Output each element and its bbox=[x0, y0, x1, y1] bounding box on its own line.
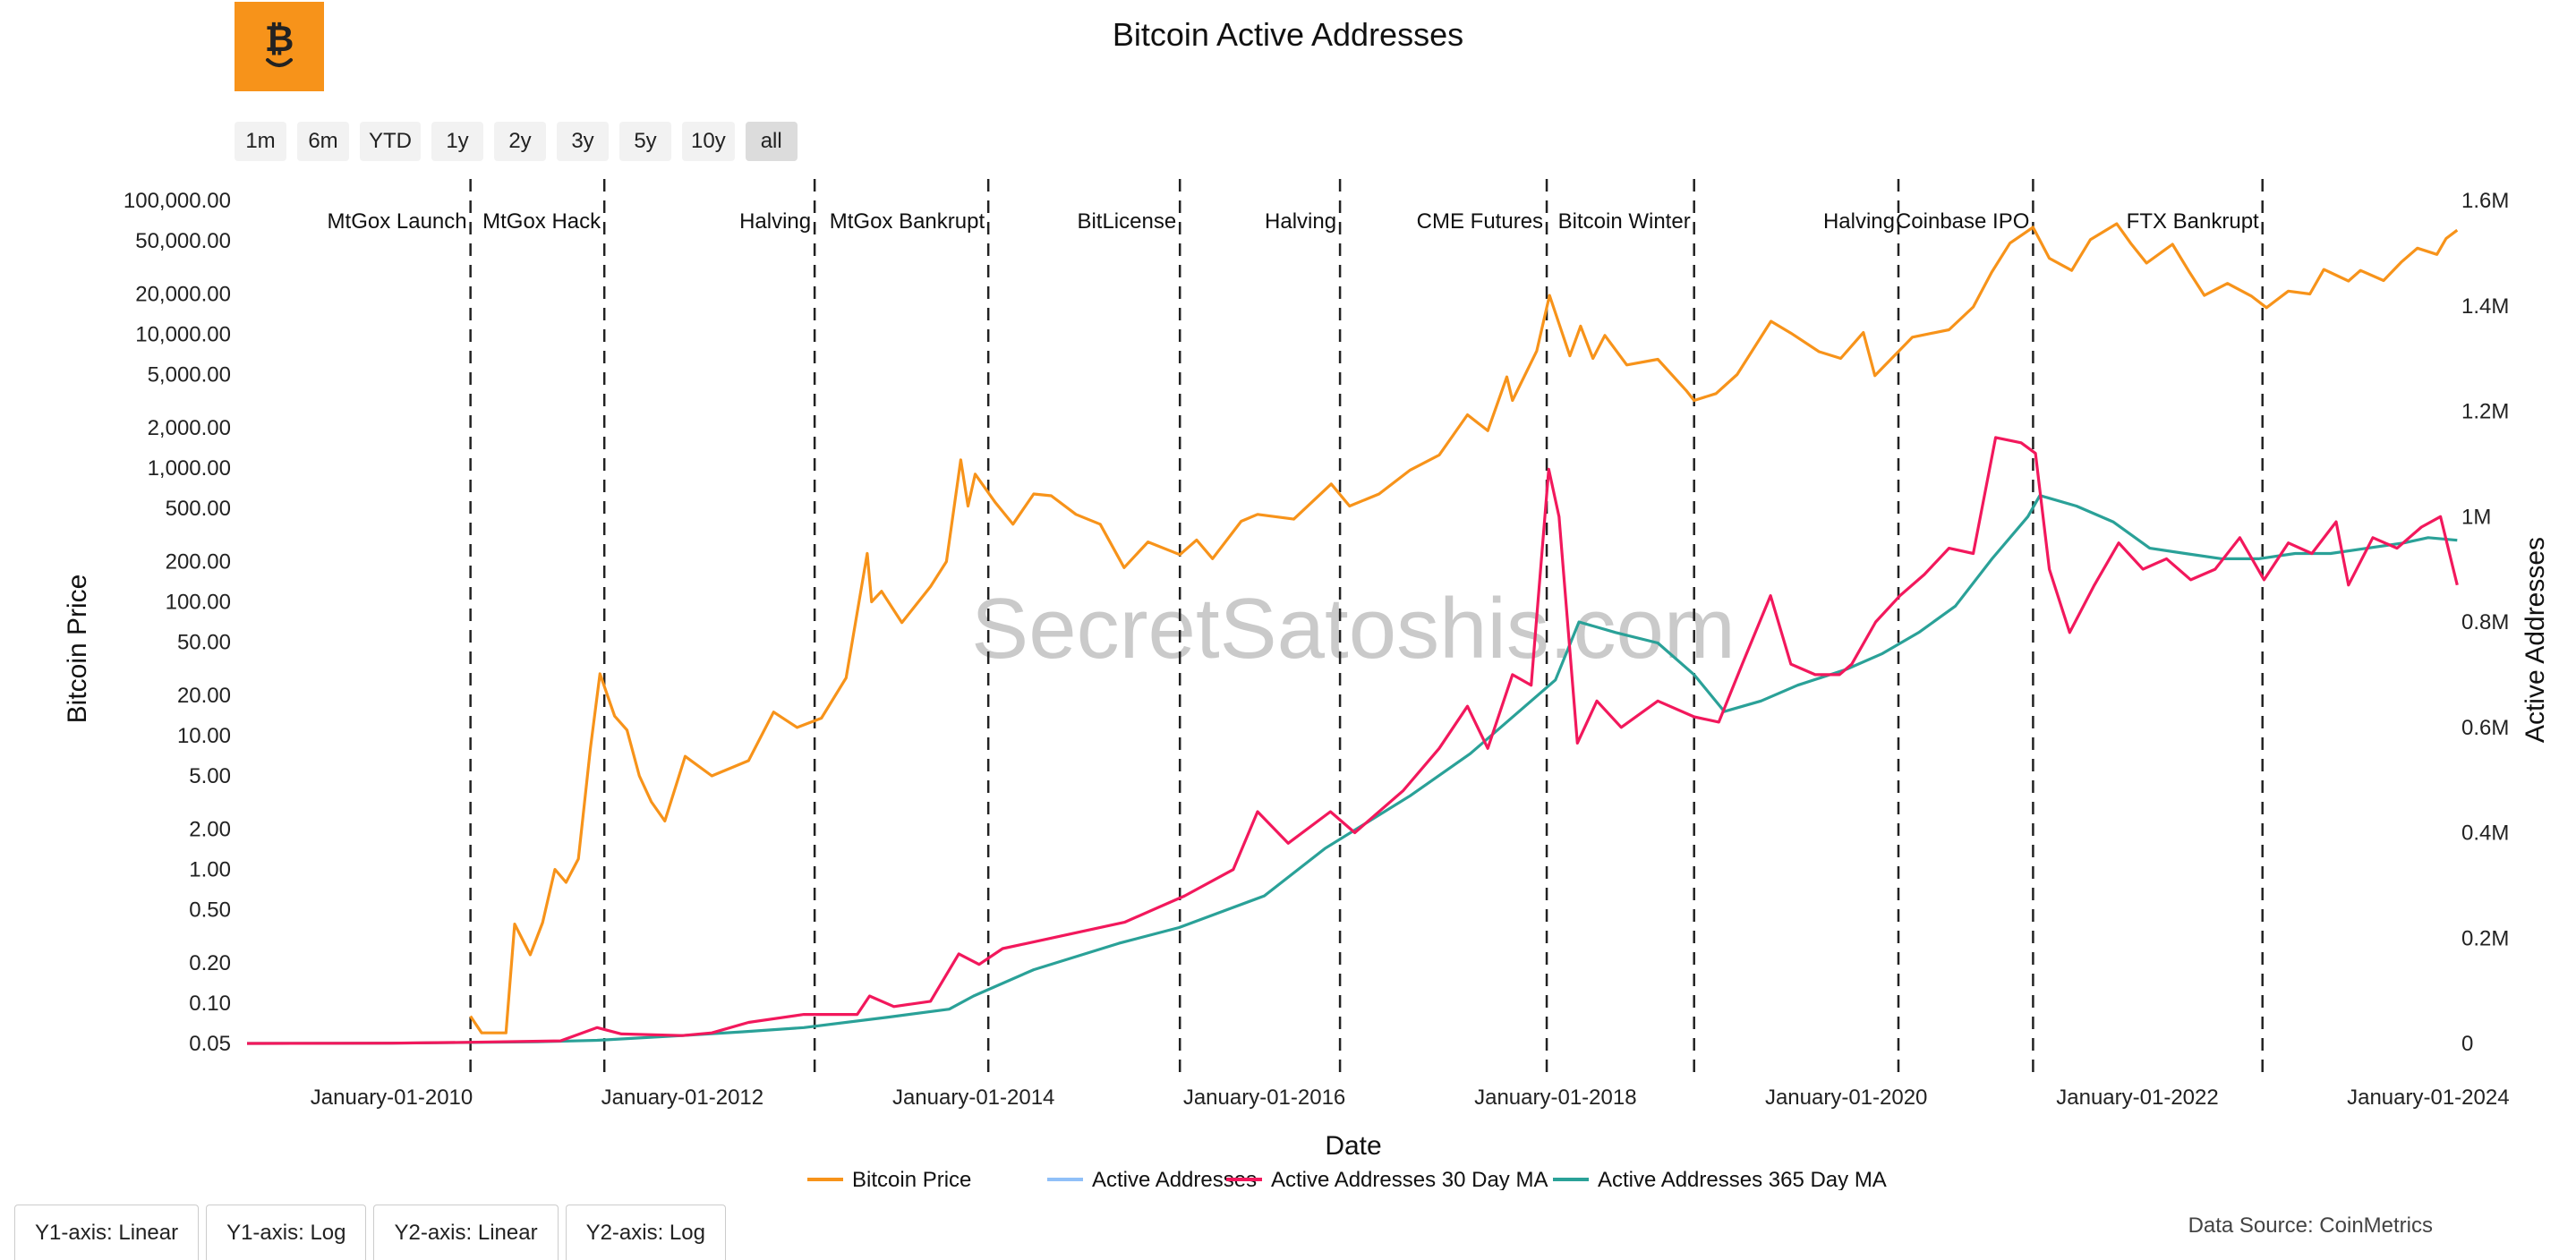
range-button-1y[interactable]: 1y bbox=[431, 122, 483, 161]
event-label: BitLicense bbox=[1077, 209, 1176, 234]
chart-title: Bitcoin Active Addresses bbox=[1112, 16, 1464, 53]
y1-tick-label: 20,000.00 bbox=[135, 282, 231, 306]
x-tick-label: January-01-2022 bbox=[2056, 1085, 2218, 1110]
bitcoin-smile-icon: ₿ bbox=[265, 20, 294, 67]
event-label: Bitcoin Winter bbox=[1558, 209, 1691, 234]
event-label: CME Futures bbox=[1417, 209, 1543, 234]
y1-tick-label: 500.00 bbox=[166, 497, 231, 521]
y2-tick-label: 0.8M bbox=[2461, 610, 2509, 634]
event-label: MtGox Launch bbox=[328, 209, 467, 234]
y2-axis-title: Active Addresses bbox=[2521, 537, 2550, 743]
legend-item[interactable]: Bitcoin Price bbox=[852, 1168, 971, 1190]
legend-item[interactable]: Active Addresses 365 Day MA bbox=[1598, 1168, 1887, 1190]
logo: ₿ bbox=[235, 2, 324, 91]
y2-tick-label: 1.6M bbox=[2461, 189, 2509, 213]
y2-tick-label: 1.2M bbox=[2461, 400, 2509, 424]
legend-item[interactable]: Active Addresses 30 Day MA bbox=[1271, 1168, 1548, 1190]
x-axis-title: Date bbox=[1325, 1131, 1381, 1161]
axis-scale-buttons: Y1-axis: Linear Y1-axis: Log Y2-axis: Line… bbox=[14, 1205, 726, 1260]
y1-axis-title: Bitcoin Price bbox=[63, 575, 92, 724]
event-label: MtGox Hack bbox=[482, 209, 601, 234]
y2-tick-label: 0 bbox=[2461, 1032, 2473, 1056]
watermark: SecretSatoshis.com bbox=[971, 581, 1736, 677]
event-label: Halving bbox=[739, 209, 811, 234]
x-tick-label: January-01-2010 bbox=[311, 1085, 473, 1110]
series-line-active-addresses-365-day-ma bbox=[246, 494, 2458, 1045]
event-label: Halving bbox=[1823, 209, 1895, 234]
y1-tick-label: 0.05 bbox=[189, 1032, 231, 1056]
y1-tick-label: 5,000.00 bbox=[148, 363, 231, 387]
range-button-5y[interactable]: 5y bbox=[619, 122, 671, 161]
y1-tick-label: 0.20 bbox=[189, 951, 231, 975]
axis-button-y1-axis-linear[interactable]: Y1-axis: Linear bbox=[14, 1205, 200, 1260]
range-button-6m[interactable]: 6m bbox=[297, 122, 349, 161]
y1-tick-label: 5.00 bbox=[189, 764, 231, 788]
range-selector: 1m 6m YTD 1y 2y 3y 5y 10y all bbox=[235, 122, 798, 161]
y2-tick-label: 1.4M bbox=[2461, 294, 2509, 319]
y2-tick-label: 1M bbox=[2461, 505, 2491, 529]
event-label: Coinbase IPO bbox=[1896, 209, 2029, 234]
y1-tick-label: 1.00 bbox=[189, 857, 231, 881]
axis-button-y2-axis-linear[interactable]: Y2-axis: Linear bbox=[373, 1205, 559, 1260]
y1-tick-label: 50,000.00 bbox=[135, 229, 231, 253]
y1-tick-label: 2.00 bbox=[189, 817, 231, 841]
event-label: FTX Bankrupt bbox=[2127, 209, 2259, 234]
x-tick-label: January-01-2014 bbox=[892, 1085, 1054, 1110]
y1-tick-label: 100,000.00 bbox=[124, 189, 231, 213]
range-button-3y[interactable]: 3y bbox=[557, 122, 609, 161]
y1-tick-label: 2,000.00 bbox=[148, 416, 231, 440]
svg-text:₿: ₿ bbox=[265, 20, 294, 59]
y2-tick-label: 0.2M bbox=[2461, 926, 2509, 950]
y2-tick-label: 0.4M bbox=[2461, 822, 2509, 846]
event-label: Halving bbox=[1265, 209, 1336, 234]
range-button-ytd[interactable]: YTD bbox=[360, 122, 421, 161]
y1-tick-label: 10.00 bbox=[177, 724, 231, 748]
series-line-bitcoin-price bbox=[469, 222, 2459, 1034]
event-label: MtGox Bankrupt bbox=[830, 209, 985, 234]
axis-button-y1-axis-log[interactable]: Y1-axis: Log bbox=[206, 1205, 367, 1260]
range-button-1m[interactable]: 1m bbox=[235, 122, 286, 161]
range-button-10y[interactable]: 10y bbox=[682, 122, 735, 161]
y1-tick-label: 100.00 bbox=[166, 590, 231, 614]
y1-tick-label: 0.10 bbox=[189, 992, 231, 1016]
x-tick-label: January-01-2018 bbox=[1474, 1085, 1636, 1110]
x-tick-label: January-01-2016 bbox=[1183, 1085, 1345, 1110]
y1-tick-label: 0.50 bbox=[189, 898, 231, 923]
series-line-active-addresses-30-day-ma bbox=[246, 436, 2459, 1045]
y1-tick-label: 200.00 bbox=[166, 549, 231, 574]
y1-tick-label: 1,000.00 bbox=[148, 456, 231, 481]
range-button-2y[interactable]: 2y bbox=[494, 122, 546, 161]
range-button-all[interactable]: all bbox=[745, 122, 798, 161]
y1-tick-label: 20.00 bbox=[177, 684, 231, 708]
x-tick-label: January-01-2024 bbox=[2347, 1085, 2509, 1110]
axis-button-y2-axis-log[interactable]: Y2-axis: Log bbox=[565, 1205, 726, 1260]
chart: SecretSatoshis.com 100,000.00 50,000.00 20,… bbox=[63, 179, 2550, 1190]
y1-tick-label: 10,000.00 bbox=[135, 322, 231, 346]
x-tick-label: January-01-2020 bbox=[1765, 1085, 1927, 1110]
y1-tick-label: 50.00 bbox=[177, 631, 231, 655]
data-source: Data Source: CoinMetrics bbox=[2188, 1213, 2433, 1238]
x-tick-label: January-01-2012 bbox=[601, 1085, 763, 1110]
y2-tick-label: 0.6M bbox=[2461, 716, 2509, 740]
